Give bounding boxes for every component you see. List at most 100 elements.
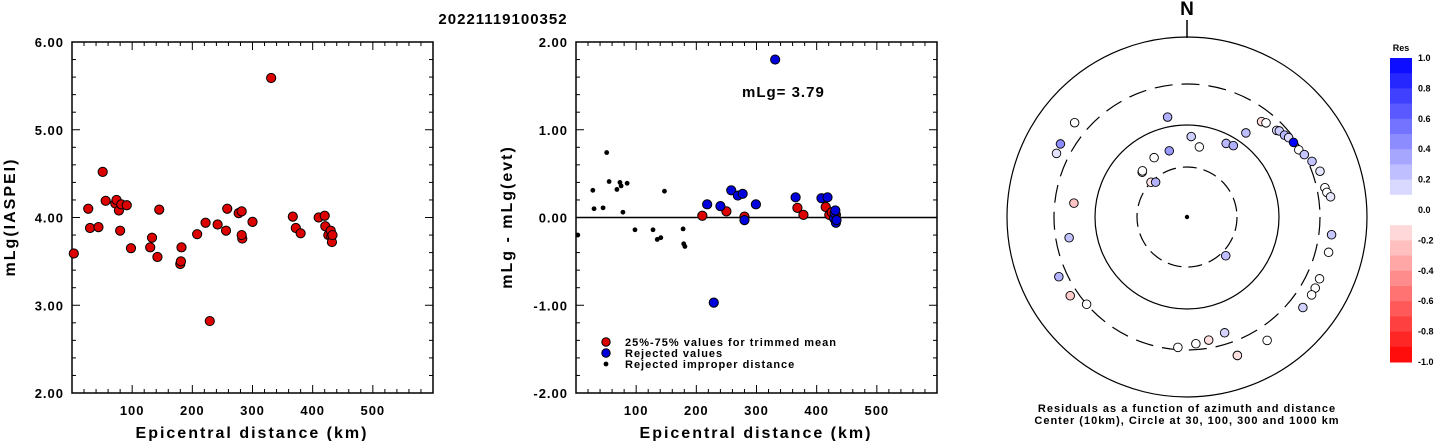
magnitude-point (212, 219, 223, 230)
colorbar-tick-label: 0.4 (1418, 144, 1431, 154)
improper-distance-point (680, 226, 686, 232)
colorbar-tick-label: -1.0 (1418, 357, 1434, 367)
station-point (1203, 335, 1214, 345)
x-axis-label: Epicentral distance (km) (640, 425, 873, 441)
magnitude-point (220, 225, 232, 236)
improper-distance-point (575, 232, 581, 238)
north-label: N (1180, 0, 1194, 20)
magnitude-point (266, 72, 277, 84)
colorbar-cell (1390, 270, 1412, 287)
station-point (1150, 177, 1161, 187)
station-point (1298, 302, 1308, 313)
data-points (575, 54, 842, 308)
residual-point (831, 215, 842, 226)
magnitude-point (287, 211, 298, 222)
improper-distance-point (604, 150, 610, 155)
ring-100km (1094, 124, 1280, 310)
colorbar-cell (1390, 179, 1412, 196)
y-axis-label: mLg(IASPEI) (2, 158, 19, 277)
colorbar-tick-label: 0.0 (1418, 205, 1431, 215)
improper-distance-point (662, 188, 667, 194)
station-point (1323, 247, 1334, 258)
station-point (1262, 335, 1272, 346)
magnitude-point (247, 216, 258, 227)
improper-distance-point (620, 209, 626, 215)
colorbar-cell (1390, 255, 1412, 272)
legend-marker (601, 337, 611, 347)
colorbar-cell (1390, 73, 1412, 89)
residual-point (770, 54, 781, 65)
y-tick-label: 2.00 (35, 386, 64, 401)
improper-distance-point (632, 227, 638, 233)
colorbar-cell (1390, 331, 1412, 348)
colorbar-cell (1390, 240, 1412, 257)
improper-distance-point (614, 187, 620, 192)
colorbar-cell (1390, 316, 1412, 333)
x-tick-label: 300 (744, 403, 769, 418)
improper-distance-point (600, 205, 606, 211)
station-point (1241, 128, 1251, 138)
colorbar-tick-label: 0.2 (1418, 175, 1431, 185)
station-point (1069, 198, 1079, 208)
data-points (68, 72, 338, 327)
residual-vs-distance-panel: 100 200 300 400 500 -2.00 -1.00 0.00 1.00 2.00 mL… (499, 35, 938, 441)
legend-marker (603, 361, 609, 367)
colorbar-tick-label: -0.8 (1418, 327, 1434, 337)
residual-point (792, 202, 803, 213)
magnitude-point (68, 248, 79, 259)
colorbar-cell (1390, 301, 1412, 317)
magnitude-point (200, 217, 211, 228)
station-point (1069, 117, 1080, 128)
ring-300km (1053, 83, 1321, 351)
y-tick-label: 4.00 (35, 211, 64, 226)
colorbar-cell (1390, 134, 1412, 150)
residual-point (822, 192, 833, 203)
station-point (1065, 291, 1075, 301)
x-tick-label: 200 (180, 403, 205, 418)
x-tick-label: 400 (300, 403, 325, 418)
x-tick-label: 500 (864, 403, 889, 418)
magnitude-point (115, 225, 126, 236)
colorbar-cell (1390, 149, 1412, 165)
colorbar-cells (1390, 58, 1412, 363)
colorbar-cell (1390, 225, 1412, 241)
x-tick-label: 100 (624, 403, 649, 418)
station-point (1220, 250, 1231, 261)
magnitude-point (236, 229, 247, 241)
y-tick-label: 6.00 (35, 35, 64, 50)
residual-point (697, 210, 708, 221)
colorbar-tick-label: -0.4 (1418, 266, 1434, 276)
colorbar-ticks: 1.0 0.8 0.6 0.4 0.2 0.0 -0.2 -0.4 -0.6 -0.8 -1.0 (1418, 53, 1434, 367)
residual-point (737, 188, 748, 199)
magnitude-point (176, 242, 187, 253)
azimuth-residual-panel: N Residuals as a function of azimuth and… (1006, 0, 1368, 427)
magnitude-point (84, 222, 96, 234)
y-tick-label: 5.00 (35, 123, 64, 138)
improper-distance-point (618, 183, 624, 189)
improper-distance-point (591, 206, 597, 212)
colorbar-cell (1390, 194, 1412, 211)
residual-point (830, 205, 841, 216)
magnitude-point (97, 166, 108, 177)
magnitude-vs-distance-panel: 100 200 300 400 500 2.00 3.00 4.00 5.00 6.00 Epic… (2, 35, 434, 441)
magnitude-point (236, 206, 247, 217)
legend: 25%-75% values for trimmed meanRejected … (601, 337, 836, 371)
improper-distance-point (606, 179, 612, 184)
station-points (1051, 112, 1337, 361)
x-tick-label: 300 (240, 403, 265, 418)
residual-colorbar: Res 1.0 0.8 0.6 0.4 0.2 0.0 -0.2 -0.4 -0.6 -0.8 -1… (1390, 43, 1434, 367)
magnitude-point (125, 243, 137, 254)
magnitude-point (327, 229, 338, 241)
colorbar-cell (1390, 164, 1412, 181)
station-point (1299, 149, 1310, 160)
colorbar-tick-label: -0.2 (1418, 235, 1434, 245)
y-tick-label: 0.00 (539, 211, 568, 226)
improper-distance-point (650, 227, 656, 233)
center-dot (1184, 214, 1190, 220)
y-tick-label: -1.00 (533, 298, 568, 313)
caption-line-1: Residuals as a function of azimuth and d… (1038, 403, 1336, 415)
station-point (1307, 156, 1317, 167)
station-point (1055, 139, 1066, 149)
station-point (1194, 142, 1205, 152)
colorbar-tick-label: -0.6 (1418, 296, 1434, 306)
